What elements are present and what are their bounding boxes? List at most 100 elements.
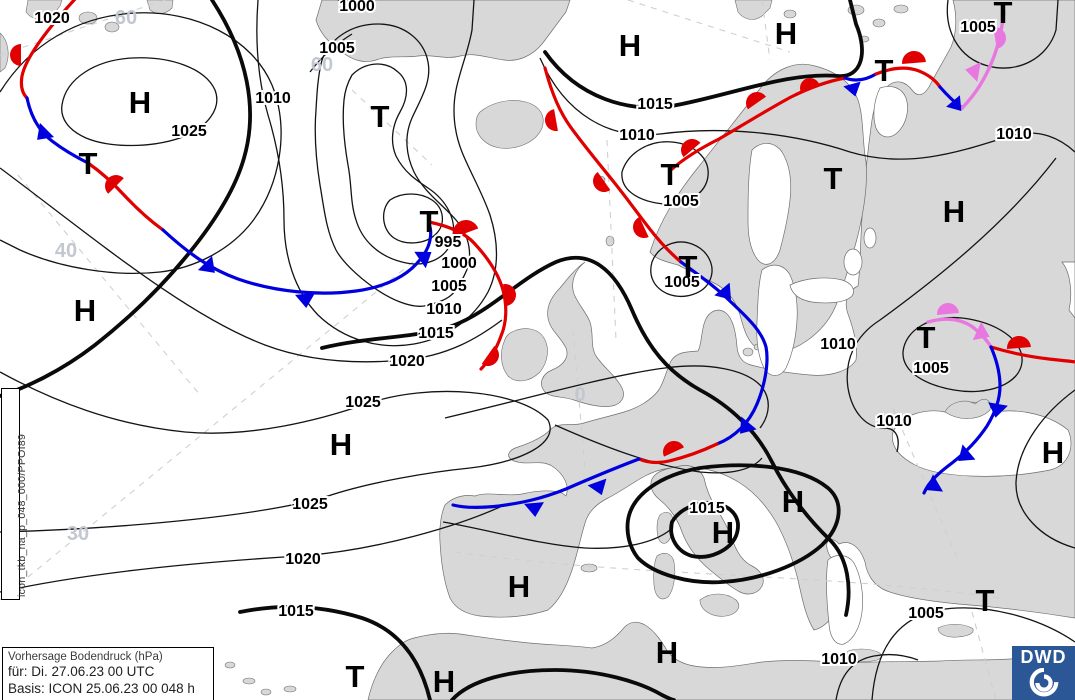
high-center: H [129,85,151,120]
isobar-label: 1005 [664,274,700,291]
isobar-label: 1025 [292,496,328,513]
low-center: T [371,99,390,134]
isobar-1020-south [0,506,501,593]
land-crimea [944,399,991,419]
isobar-1000 [342,63,455,265]
land-svalbard [734,0,773,20]
graticule-label: 40 [55,240,77,262]
land-balearics [580,563,598,573]
fronts [10,0,1075,517]
warm-front [19,0,77,100]
high-center: H [712,515,734,550]
isobar-label: 1005 [913,360,949,377]
land-canaries [260,688,272,696]
occluded-front [960,10,1006,110]
low-center: T [346,659,365,694]
land-sardinia [653,553,676,600]
lake-ladoga [843,248,863,276]
isobar-1010-scandinavia [539,57,1075,160]
high-center: H [619,28,641,63]
isobar-label: 1005 [431,278,467,295]
legend-model-basis: Basis: ICON 25.06.23 00 048 h [8,681,195,697]
land-canaries [242,677,256,685]
low-center: T [679,249,698,284]
land-canaries [283,685,297,693]
isobar-label: 1005 [663,193,699,210]
low-center: T [917,320,936,355]
low-center: T [661,157,680,192]
sea-caspian [1061,261,1075,319]
low-center: T [420,204,439,239]
isobar-france [444,365,769,429]
isobar-1010 [256,0,498,347]
isobar-label: 1025 [345,394,381,411]
land-arctic-islands [893,4,909,14]
isobar-1015-thick [450,668,676,700]
isobar-1015-thick [625,463,841,585]
land-arctic-islands [0,32,9,73]
land-cyprus [937,623,974,638]
sea-aegean [826,555,863,645]
high-center: H [782,484,804,519]
isobar-label: 1015 [689,500,725,517]
isobar-1015-thick [238,604,432,700]
low-center: T [875,53,894,88]
land-greenland [315,0,571,62]
isobar-1005-southeast [871,607,1075,700]
land-arctic-islands [78,11,98,25]
warm-front [989,345,1075,364]
graticule-label: 0 [574,384,585,406]
isobar-label: 1005 [908,605,944,622]
land-eurasia [439,0,1075,631]
isobar-1020 [0,12,282,274]
isobar-labels: 1020 1025 1000 1005 1010 1015 1010 1005 … [32,0,1034,670]
cold-front [922,345,1002,495]
high-center: H [943,194,965,229]
isobar-1015-thick [543,0,864,110]
isobar-label: 1005 [960,19,996,36]
cold-front [25,96,90,165]
isobar-1005-norway-south [650,241,713,297]
land-arctic-islands [104,21,120,33]
warm-front [427,220,508,371]
legend-title: Vorhersage Bodendruck (hPa) [8,651,163,663]
isobar-label: 995 [435,234,462,251]
cold-front [451,457,641,509]
land-canaries [224,661,236,669]
legend-valid-time: für: Di. 27.06.23 00 UTC [8,664,155,680]
graticule-labels: 60 60 40 30 0 [55,7,586,545]
high-center: H [1042,435,1064,470]
dwd-logo-text: DWD [1020,647,1067,667]
high-center: H [775,16,797,51]
isobar-1015-thick [0,0,252,398]
warm-front [670,76,847,171]
land-arctic-islands [25,0,63,20]
warm-front [637,442,719,465]
isobar-1005 [314,23,471,307]
isobar-1005-top [309,33,353,73]
land-svalbard [783,9,797,19]
isobar-1015-thick [669,501,740,559]
graticule-label: 60 [311,54,333,76]
isobar-1010-russia [846,157,1057,453]
isobar-1010-southeast [835,653,919,700]
land-iceland [475,100,544,149]
isobar-1025 [61,57,218,147]
isobar-label: 1005 [319,40,355,57]
isobar-label: 1015 [418,325,454,342]
product-code-text: icon_tkb_na_p_048_000/PPOI89 [16,433,28,597]
occluded-front-symbols [937,27,1006,341]
isobar-1015-thick [320,255,851,617]
sea-gulf-of-finland [789,277,854,304]
isobar-1000-top [337,0,373,7]
pressure-centers: H H H H H H H H H H H H T T T T T T T T … [74,0,1064,699]
isobar-label: 1000 [339,0,375,15]
cold-front [679,260,769,446]
isobar-1025-tongue [0,371,551,533]
graticule-label: 30 [67,523,89,545]
land-arctic-islands [872,18,886,28]
low-center: T [79,146,98,181]
